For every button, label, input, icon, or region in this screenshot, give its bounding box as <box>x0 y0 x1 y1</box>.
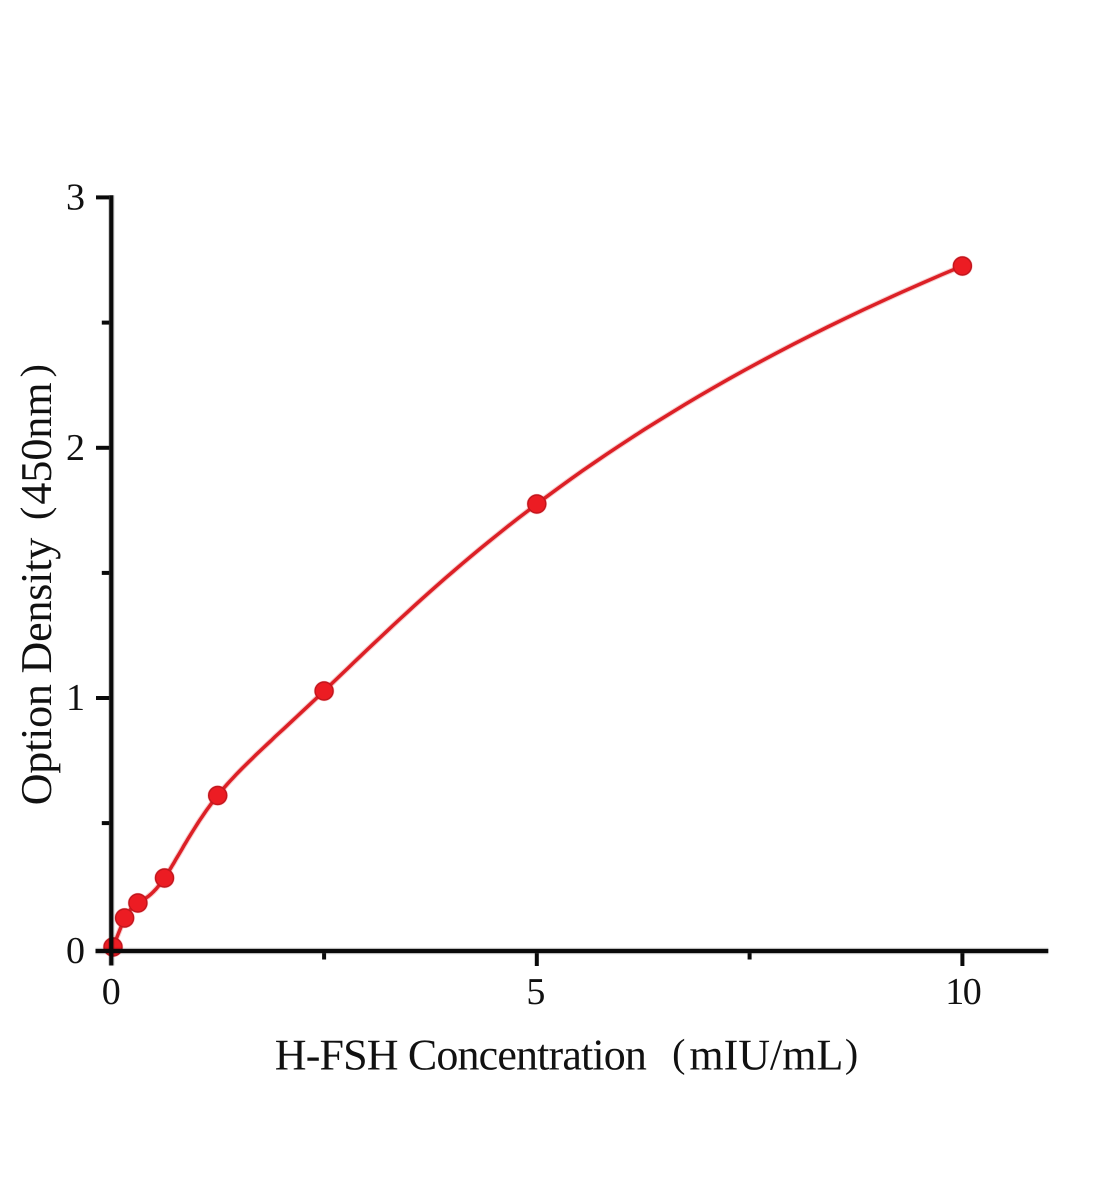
svg-text:H-FSH Concentration(mIU/mL): H-FSH Concentration (mIU/mL) <box>275 1030 858 1079</box>
svg-text:10: 10 <box>945 971 981 1013</box>
svg-text:0: 0 <box>66 930 85 972</box>
svg-text:Option Density(450nm): Option Density(450nm) <box>12 364 61 805</box>
svg-text:2: 2 <box>66 427 85 469</box>
svg-text:5: 5 <box>526 971 545 1013</box>
svg-text:0: 0 <box>102 971 121 1013</box>
svg-text:1: 1 <box>66 677 85 719</box>
svg-text:3: 3 <box>66 177 85 219</box>
